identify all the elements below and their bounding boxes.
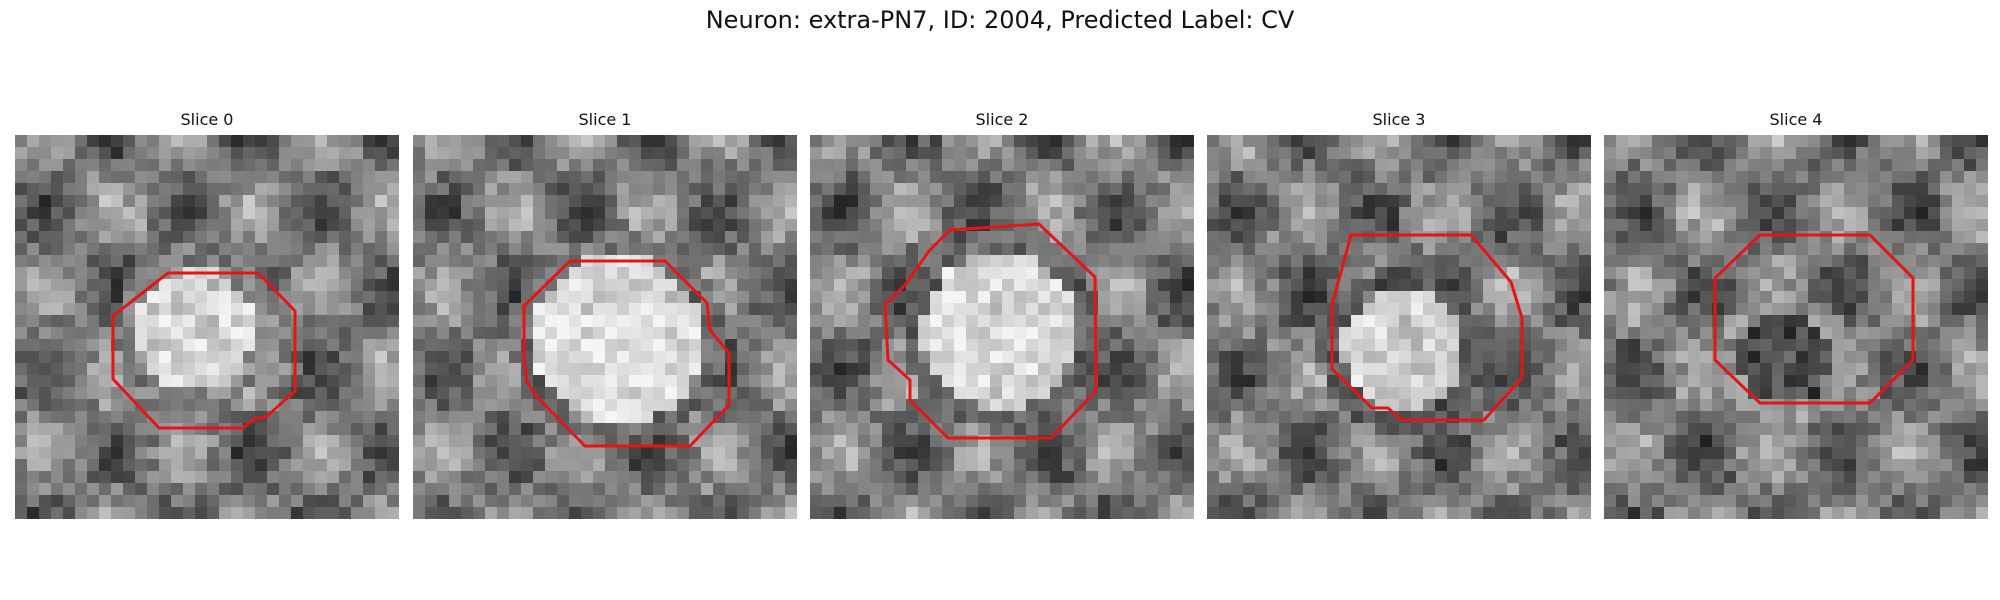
- nucleus-outline: [111, 271, 297, 430]
- slice-2-canvas: [810, 135, 1194, 519]
- figure-title: Neuron: extra-PN7, ID: 2004, Predicted L…: [705, 6, 1295, 34]
- slice-title: Slice 3: [1372, 110, 1426, 129]
- slice-image: [1604, 135, 1988, 519]
- slice-image: [413, 135, 797, 519]
- slice-title: Slice 4: [1769, 110, 1823, 129]
- nucleus-outline: [522, 259, 731, 448]
- slice-panel-1: Slice 1: [413, 107, 797, 519]
- nucleus-outline: [883, 222, 1098, 440]
- slice-image: [810, 135, 1194, 519]
- slice-title: Slice 1: [578, 110, 632, 129]
- slice-3-canvas: [1207, 135, 1591, 519]
- slice-panel-0: Slice 0: [15, 107, 399, 519]
- slice-0-canvas: [15, 135, 399, 519]
- slice-panel-2: Slice 2: [810, 107, 1194, 519]
- slice-1-canvas: [413, 135, 797, 519]
- slice-title: Slice 0: [180, 110, 234, 129]
- slice-panel-3: Slice 3: [1207, 107, 1591, 519]
- nucleus-outline: [1330, 233, 1524, 422]
- slice-image: [15, 135, 399, 519]
- slice-image: [1207, 135, 1591, 519]
- nucleus-outline: [1713, 233, 1915, 405]
- slice-panel-4: Slice 4: [1604, 107, 1988, 519]
- slice-title: Slice 2: [975, 110, 1029, 129]
- slice-4-canvas: [1604, 135, 1988, 519]
